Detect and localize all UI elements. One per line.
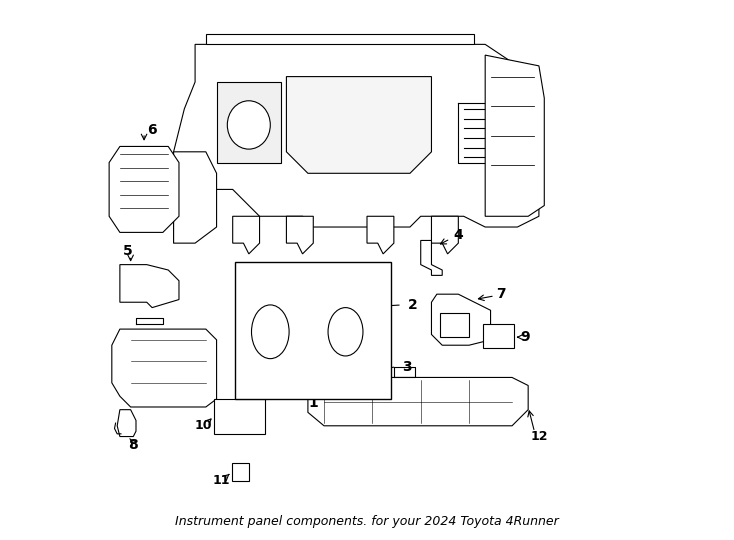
Text: 12: 12 (530, 430, 548, 443)
Bar (232, 463, 249, 481)
Polygon shape (120, 265, 179, 308)
Bar (214, 399, 265, 434)
Text: 4: 4 (454, 228, 463, 242)
Ellipse shape (228, 101, 270, 149)
Polygon shape (308, 377, 528, 426)
Text: 10: 10 (195, 419, 212, 433)
Polygon shape (217, 82, 281, 163)
Polygon shape (485, 55, 545, 217)
Polygon shape (174, 44, 539, 243)
Text: 6: 6 (148, 123, 157, 137)
Polygon shape (367, 217, 394, 254)
Polygon shape (244, 275, 378, 386)
Ellipse shape (252, 305, 289, 359)
Ellipse shape (328, 308, 363, 356)
Polygon shape (421, 240, 442, 275)
Polygon shape (432, 294, 490, 345)
Text: 9: 9 (520, 330, 530, 344)
Bar (440, 313, 469, 337)
Polygon shape (206, 33, 474, 44)
Polygon shape (286, 217, 313, 254)
Text: 1: 1 (308, 396, 318, 410)
Polygon shape (117, 410, 136, 436)
Text: 2: 2 (408, 298, 418, 312)
FancyBboxPatch shape (236, 262, 391, 399)
Polygon shape (112, 329, 217, 407)
Text: 7: 7 (496, 287, 506, 301)
Polygon shape (432, 217, 458, 254)
Polygon shape (286, 77, 432, 173)
Text: 5: 5 (123, 244, 133, 258)
Text: 3: 3 (402, 360, 412, 374)
Text: 11: 11 (212, 474, 230, 487)
Polygon shape (174, 152, 217, 243)
Text: Instrument panel components. for your 2024 Toyota 4Runner: Instrument panel components. for your 20… (175, 515, 559, 528)
Polygon shape (109, 146, 179, 232)
Polygon shape (233, 217, 260, 254)
Bar (482, 323, 514, 348)
Text: 8: 8 (128, 437, 138, 451)
